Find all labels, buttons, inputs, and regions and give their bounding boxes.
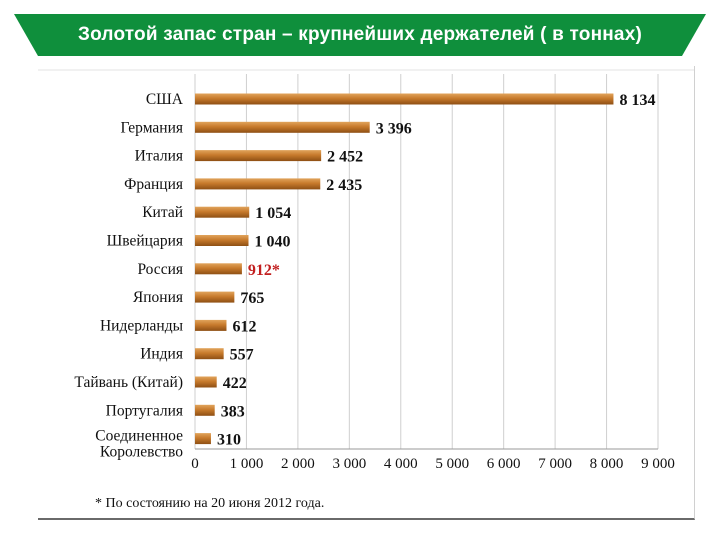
x-tick-label: 6 000 — [487, 456, 521, 472]
gold-reserves-chart: 0 1 000 2 000 3 000 4 000 5 000 6 000 7 000 8 00… — [38, 69, 694, 472]
bar — [195, 150, 322, 162]
x-tick-label: 3 000 — [332, 456, 366, 472]
category-label: Китай — [142, 204, 183, 221]
title-banner: Золотой запас стран – крупнейших держате… — [14, 14, 706, 56]
value-label: 612 — [232, 318, 256, 335]
category-label: Япония — [133, 289, 183, 306]
bar — [195, 206, 250, 218]
bar — [195, 348, 224, 360]
category-label: США — [146, 91, 184, 108]
value-label: 557 — [230, 347, 254, 364]
bar — [195, 178, 321, 190]
x-tick-label: 9 000 — [641, 456, 675, 472]
value-label: 8 134 — [619, 92, 655, 109]
chart-footnote: * По состоянию на 20 июня 2012 года. — [95, 496, 325, 511]
category-label: Германия — [121, 119, 183, 136]
bar — [195, 433, 211, 445]
value-label: 1 040 — [255, 234, 291, 251]
category-label: Индия — [140, 346, 183, 363]
x-tick-label: 4 000 — [384, 456, 418, 472]
value-label: 383 — [221, 403, 245, 420]
value-label: 2 452 — [327, 149, 363, 166]
x-tick-label: 0 — [191, 456, 199, 472]
x-tick-label: 7 000 — [538, 456, 572, 472]
value-label: 3 396 — [376, 120, 412, 137]
bar — [195, 93, 614, 105]
x-tick-label: 5 000 — [435, 456, 469, 472]
x-tick-label: 8 000 — [590, 456, 624, 472]
chart-frame: 0 1 000 2 000 3 000 4 000 5 000 6 000 7 000 8 00… — [38, 66, 695, 520]
value-label: 310 — [217, 432, 241, 449]
category-label: Россия — [137, 261, 183, 278]
category-label: Италия — [135, 148, 183, 165]
bar — [195, 235, 249, 246]
x-tick-label: 1 000 — [230, 456, 264, 472]
x-tick-label: 2 000 — [281, 456, 315, 472]
category-label: Португалия — [106, 402, 183, 419]
slide-title: Золотой запас стран – крупнейших держате… — [77, 24, 642, 45]
bar — [195, 319, 227, 331]
category-label: Нидерланды — [100, 317, 184, 334]
category-label: Тайвань (Китай) — [74, 374, 183, 391]
bar — [195, 291, 235, 303]
value-label: 765 — [240, 290, 264, 307]
value-label: 422 — [223, 375, 247, 392]
value-label: 912* — [248, 262, 280, 279]
value-label: 1 054 — [255, 205, 291, 222]
banner-shape — [14, 14, 706, 56]
bar — [195, 263, 242, 275]
category-label: Швейцария — [107, 233, 183, 250]
category-label: Соединенное Королевство — [95, 428, 183, 461]
bar — [195, 404, 215, 416]
bar — [195, 376, 217, 388]
bar — [195, 121, 370, 133]
value-label: 2 435 — [326, 177, 362, 194]
category-label: Франция — [124, 176, 183, 193]
